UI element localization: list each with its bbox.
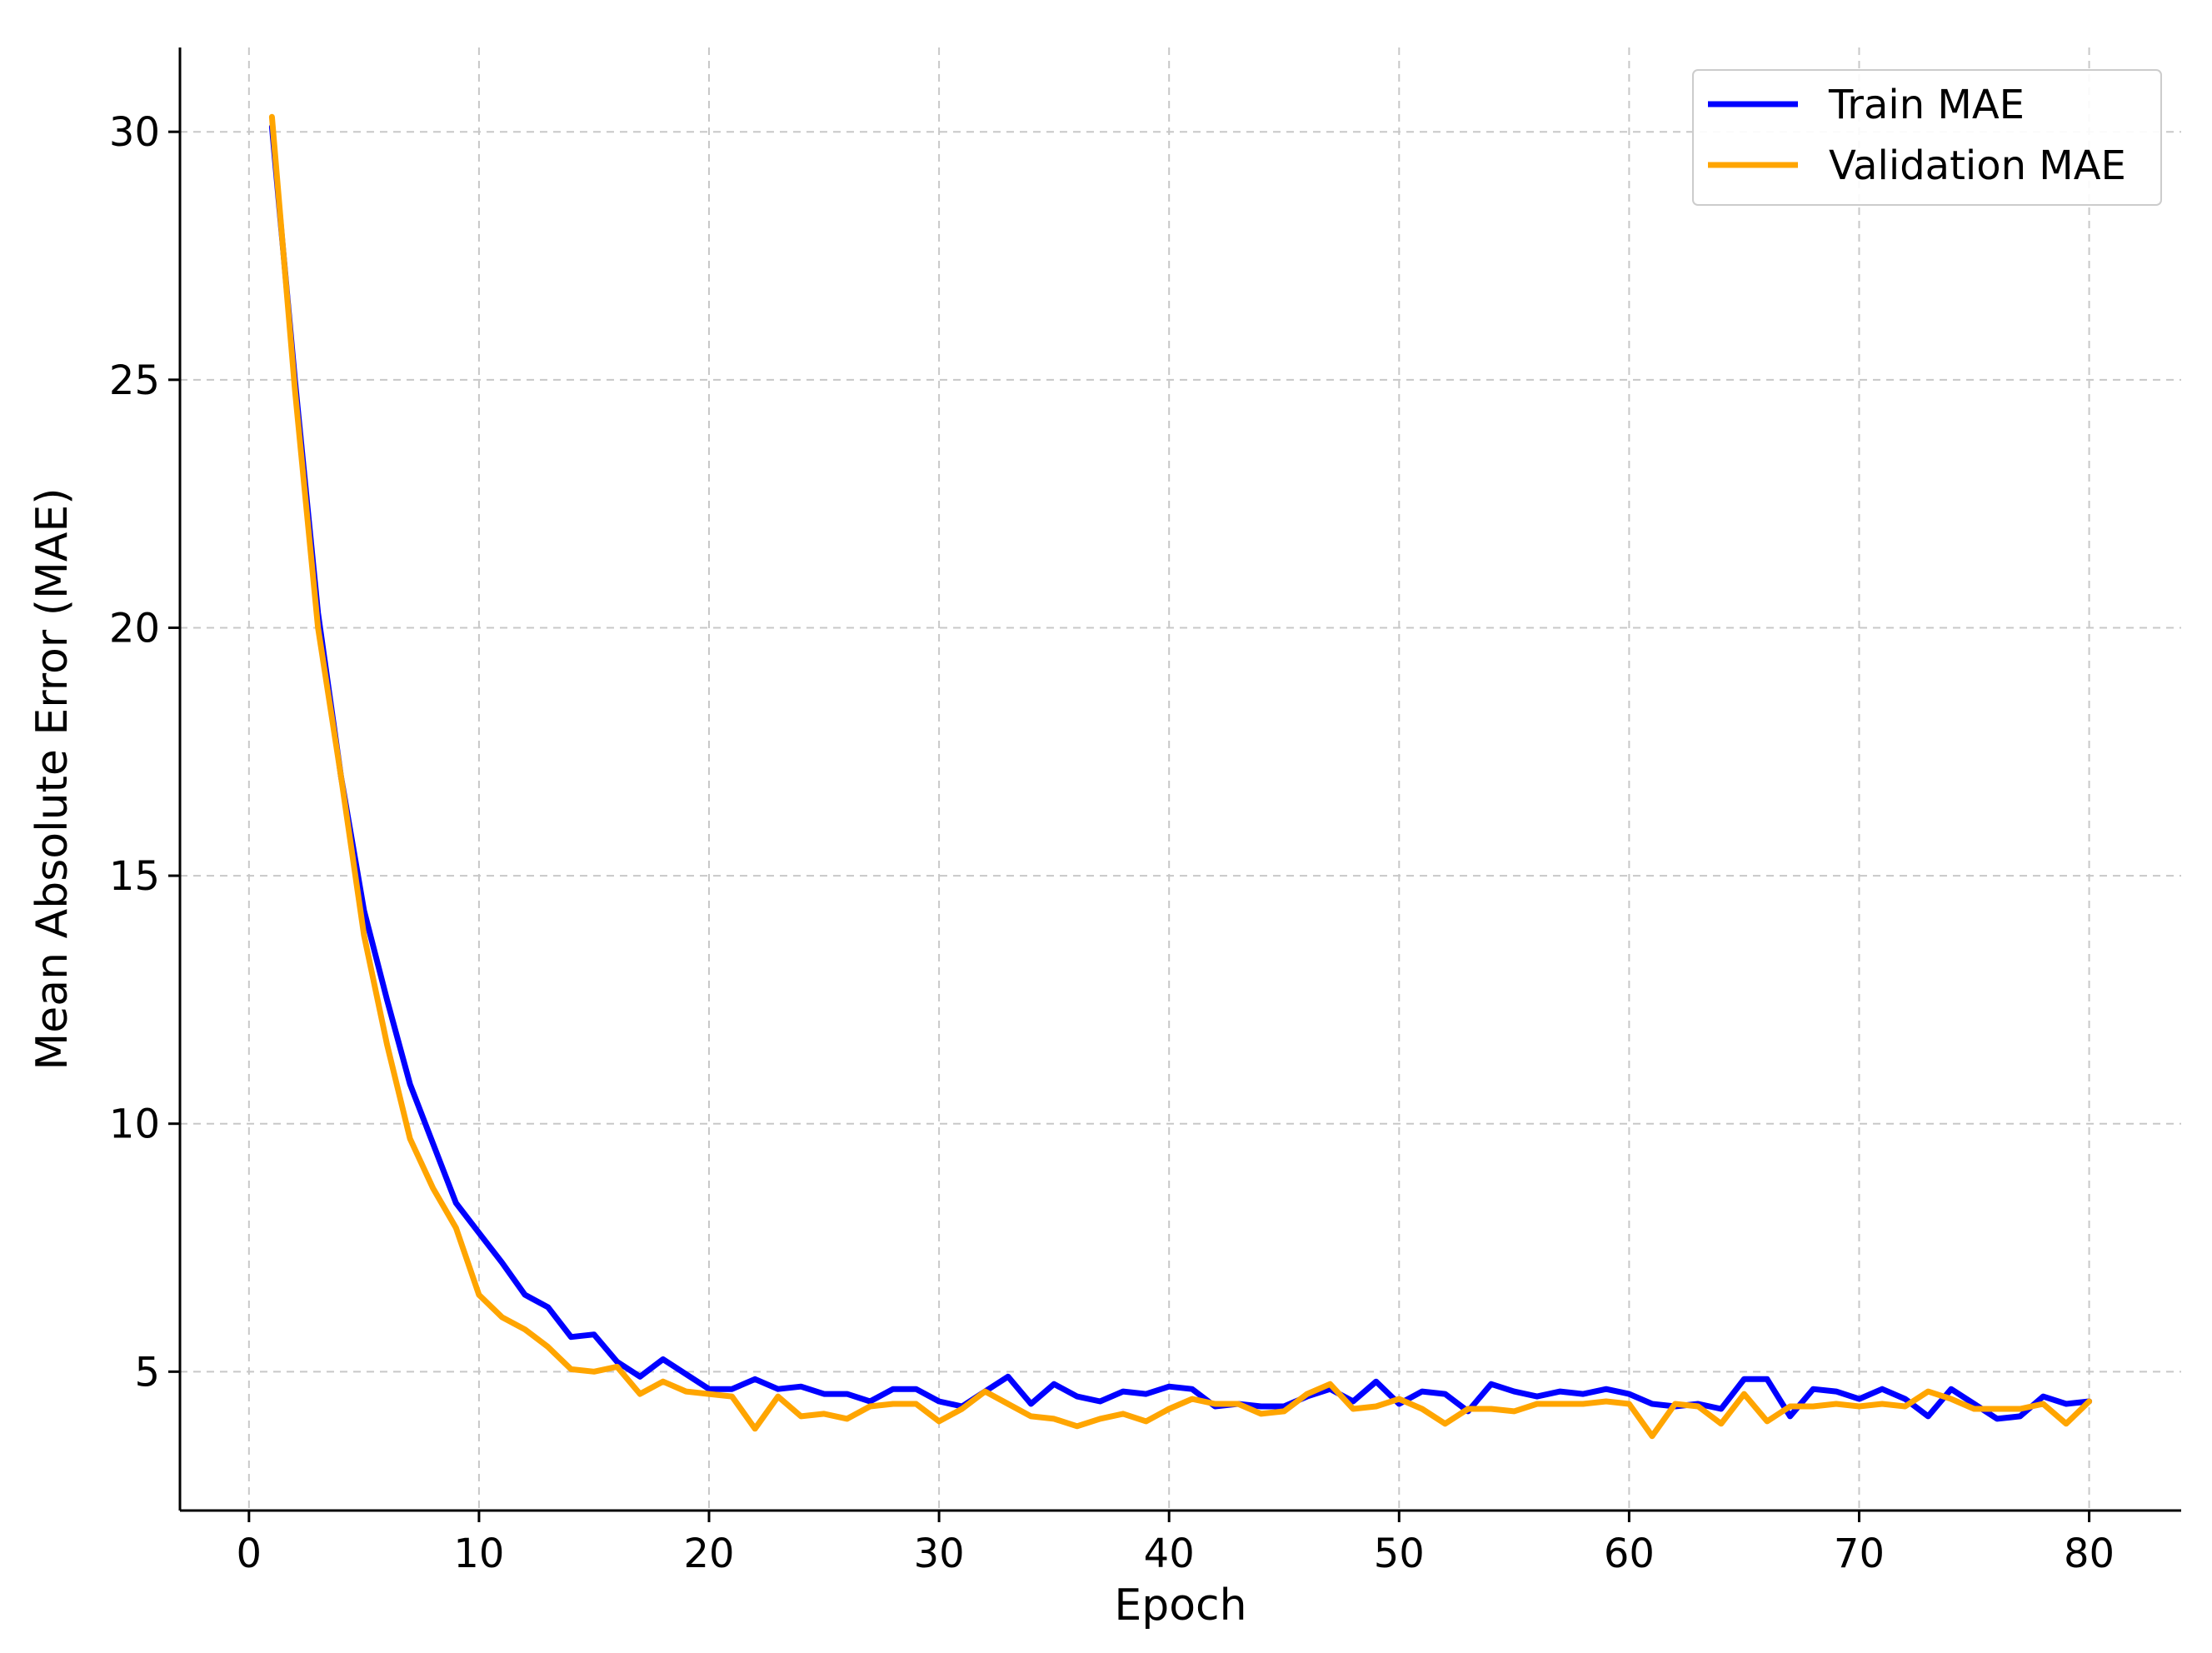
y-axis-label: Mean Absolute Error (MAE): [27, 487, 77, 1070]
legend-label-validation: Validation MAE: [1829, 142, 2126, 189]
series-lines: [268, 113, 2093, 1440]
y-tick-label: 20: [109, 605, 160, 652]
legend-box: [1692, 69, 2162, 206]
y-axis-ticks: 5 10 15 20 25 30: [109, 109, 180, 1396]
x-axis-label: Epoch: [1114, 1581, 1246, 1631]
y-tick-label: 15: [109, 853, 160, 900]
legend-label-train: Train MAE: [1828, 82, 2025, 128]
grid: [180, 47, 2181, 1511]
x-tick-label: 20: [683, 1531, 734, 1577]
x-tick-label: 70: [1834, 1531, 1885, 1577]
x-tick-label: 30: [914, 1531, 965, 1577]
axes: [178, 47, 2181, 1512]
x-tick-label: 0: [237, 1531, 262, 1577]
y-tick-label: 10: [109, 1101, 160, 1148]
x-tick-label: 50: [1374, 1531, 1425, 1577]
x-tick-label: 10: [453, 1531, 504, 1577]
y-tick-label: 25: [109, 357, 160, 404]
y-tick-label: 30: [109, 109, 160, 156]
validation-mae-line: [268, 113, 2093, 1440]
legend: Train MAE Validation MAE: [1692, 69, 2162, 206]
x-tick-label: 60: [1604, 1531, 1655, 1577]
x-tick-label: 80: [2064, 1531, 2115, 1577]
y-tick-label: 5: [134, 1349, 160, 1396]
x-tick-label: 40: [1144, 1531, 1195, 1577]
x-axis-ticks: 0 10 20 30 40 50 60 70 80: [237, 1511, 2115, 1577]
